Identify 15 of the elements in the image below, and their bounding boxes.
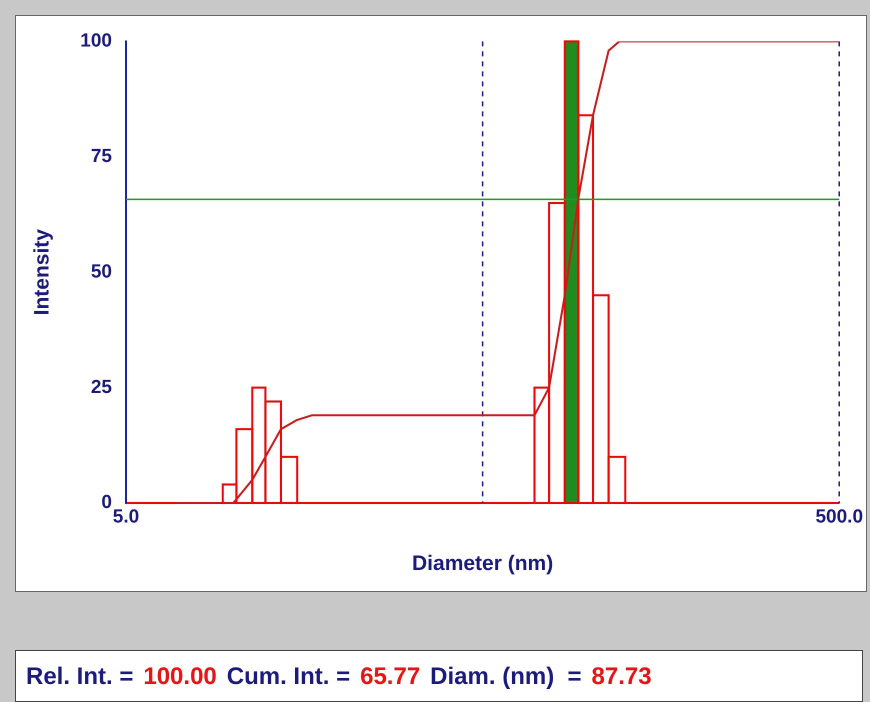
y-tick-label: 50 bbox=[90, 261, 112, 282]
y-tick-label: 25 bbox=[90, 376, 112, 398]
text: 65.77 bbox=[360, 663, 420, 690]
text: Rel. Int. = bbox=[26, 663, 134, 690]
y-tick-label: 75 bbox=[90, 146, 112, 168]
x-tick-label: 500.0 bbox=[815, 506, 863, 528]
text: Cum. Int. = bbox=[226, 663, 350, 690]
text: 87.73 bbox=[592, 663, 652, 690]
y-axis-title: Intensity bbox=[30, 228, 54, 316]
y-tick-label: 100 bbox=[80, 30, 112, 52]
y-tick-label: 0 bbox=[101, 492, 112, 514]
text: Diam. (nm) = bbox=[430, 663, 582, 690]
x-axis-title: Diameter (nm) bbox=[412, 552, 554, 576]
x-tick-label: 5.0 bbox=[112, 506, 140, 528]
text: 100.00 bbox=[143, 663, 217, 690]
